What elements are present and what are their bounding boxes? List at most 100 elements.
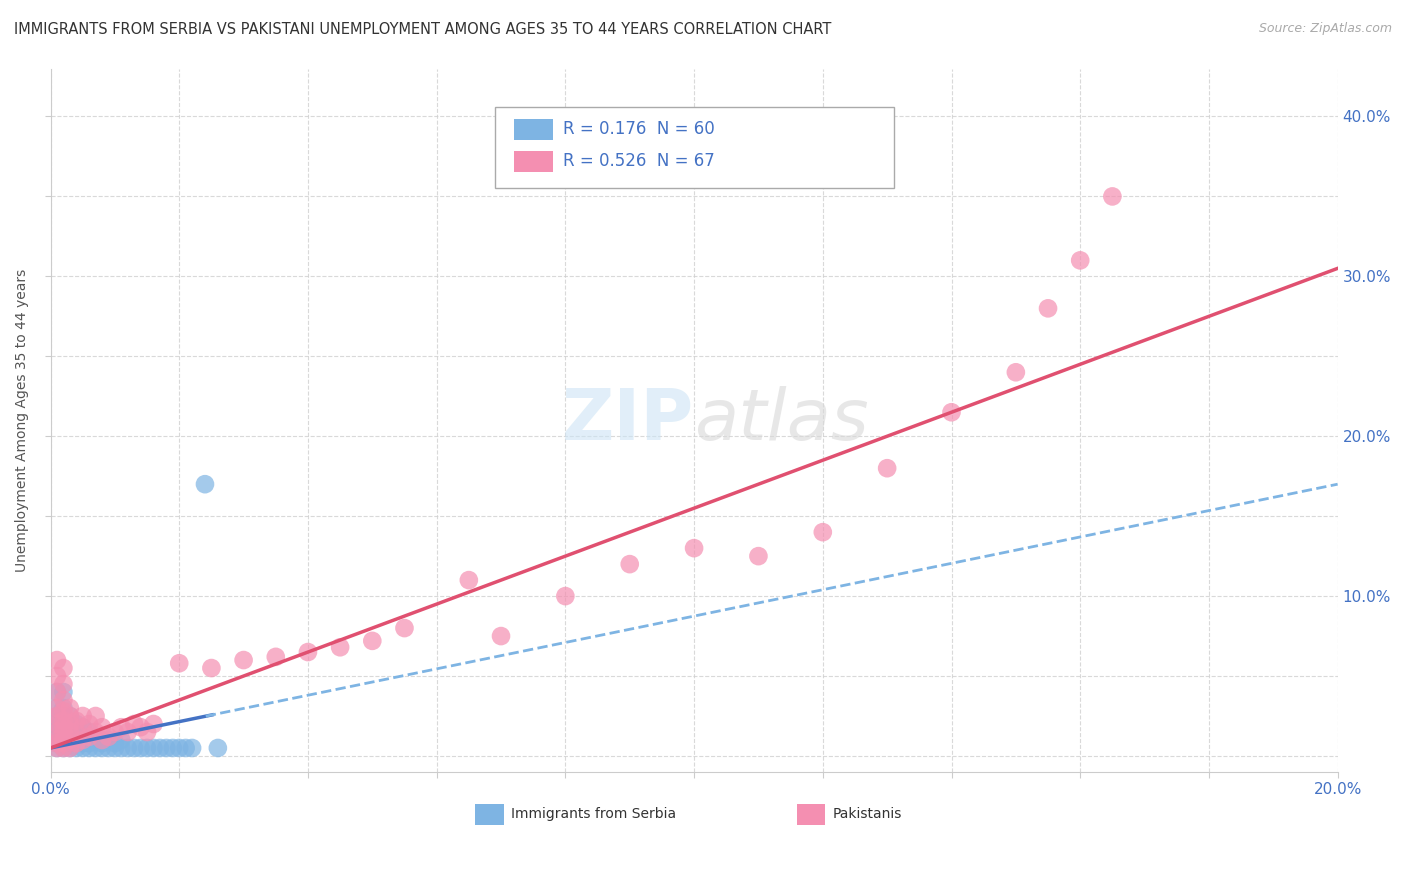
Text: atlas: atlas [695, 385, 869, 455]
Point [104, 741, 127, 756]
Point [91, 733, 114, 747]
Point [46, 709, 69, 723]
Point [232, 653, 254, 667]
Point [77, 725, 100, 739]
Point [59, 717, 82, 731]
Point [1101, 189, 1123, 203]
Point [52, 736, 75, 750]
Point [619, 557, 641, 571]
Point [46, 741, 69, 756]
Point [59, 701, 82, 715]
Point [77, 730, 100, 744]
Point [264, 649, 287, 664]
FancyBboxPatch shape [495, 107, 894, 188]
Point [142, 741, 165, 756]
Point [97, 741, 120, 756]
Point [91, 720, 114, 734]
Point [194, 477, 217, 491]
Point [297, 645, 319, 659]
Point [747, 549, 769, 563]
Text: IMMIGRANTS FROM SERBIA VS PAKISTANI UNEMPLOYMENT AMONG AGES 35 TO 44 YEARS CORRE: IMMIGRANTS FROM SERBIA VS PAKISTANI UNEM… [14, 22, 831, 37]
Text: ZIP: ZIP [562, 385, 695, 455]
Point [554, 589, 576, 603]
Point [46, 701, 69, 715]
Point [1036, 301, 1059, 316]
Point [361, 633, 384, 648]
Bar [513, 120, 553, 140]
Point [52, 741, 75, 756]
Point [84, 733, 107, 747]
Point [52, 704, 75, 718]
Point [457, 573, 479, 587]
Point [97, 730, 120, 744]
Point [59, 725, 82, 739]
Point [394, 621, 416, 635]
Text: Immigrants from Serbia: Immigrants from Serbia [512, 807, 676, 822]
Point [46, 717, 69, 731]
Point [52, 733, 75, 747]
Text: Source: ZipAtlas.com: Source: ZipAtlas.com [1258, 22, 1392, 36]
Point [46, 685, 69, 699]
Point [46, 669, 69, 683]
Point [811, 525, 834, 540]
Point [46, 717, 69, 731]
Text: R = 0.176  N = 60: R = 0.176 N = 60 [562, 120, 714, 138]
Point [129, 720, 152, 734]
Point [117, 725, 139, 739]
Point [59, 709, 82, 723]
Point [46, 741, 69, 756]
Point [1069, 253, 1091, 268]
Point [91, 741, 114, 756]
Bar [513, 151, 553, 172]
Text: R = 0.526  N = 67: R = 0.526 N = 67 [562, 152, 714, 169]
Point [72, 709, 94, 723]
Point [65, 736, 87, 750]
Point [72, 736, 94, 750]
Bar [475, 804, 503, 825]
Point [52, 709, 75, 723]
Point [122, 717, 145, 731]
Point [162, 741, 184, 756]
Text: Pakistanis: Pakistanis [834, 807, 903, 822]
Point [91, 736, 114, 750]
Point [52, 677, 75, 691]
Point [941, 405, 963, 419]
Point [46, 733, 69, 747]
Point [77, 741, 100, 756]
Point [52, 725, 75, 739]
Point [122, 741, 145, 756]
Point [65, 725, 87, 739]
Point [46, 701, 69, 715]
Point [46, 653, 69, 667]
Point [59, 741, 82, 756]
Point [181, 741, 204, 756]
Point [46, 685, 69, 699]
Point [77, 717, 100, 731]
Point [77, 736, 100, 750]
Point [84, 709, 107, 723]
Point [59, 733, 82, 747]
Point [52, 725, 75, 739]
Point [84, 725, 107, 739]
Point [167, 657, 190, 671]
Point [46, 720, 69, 734]
Point [52, 717, 75, 731]
Point [52, 714, 75, 728]
Point [52, 693, 75, 707]
Point [110, 733, 132, 747]
Point [59, 736, 82, 750]
Point [876, 461, 898, 475]
Point [104, 725, 127, 739]
Point [65, 725, 87, 739]
Point [65, 717, 87, 731]
Point [46, 733, 69, 747]
Point [1005, 365, 1028, 379]
Point [65, 714, 87, 728]
Point [136, 741, 159, 756]
Point [200, 661, 222, 675]
Point [52, 685, 75, 699]
Point [52, 736, 75, 750]
Bar [797, 804, 825, 825]
Point [104, 736, 127, 750]
Point [46, 725, 69, 739]
